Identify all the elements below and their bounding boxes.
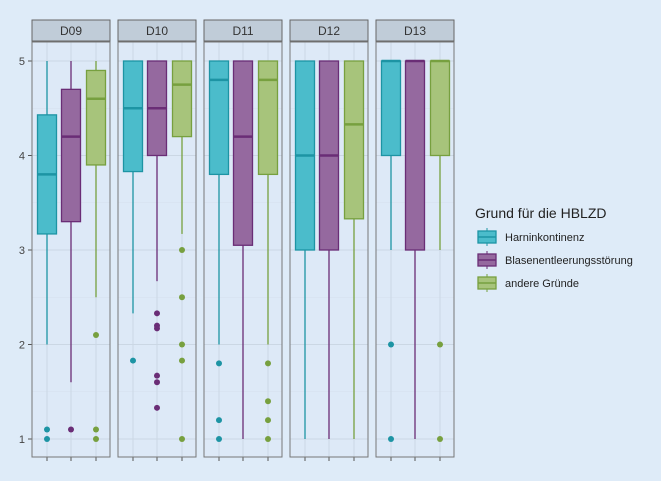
outlier-point — [437, 341, 443, 348]
facet-strip — [289, 19, 369, 42]
outlier-point — [154, 310, 160, 317]
box-0 — [294, 60, 316, 439]
y-tick-label: 4 — [19, 151, 25, 163]
box-1 — [232, 60, 254, 439]
outlier-point — [179, 357, 185, 364]
box — [429, 60, 451, 157]
box-0 — [122, 60, 144, 364]
facet-strip — [375, 19, 455, 42]
outlier-point — [44, 436, 50, 442]
box-1 — [318, 60, 340, 439]
outlier-point — [93, 436, 99, 442]
facet-strip — [31, 19, 111, 42]
legend: Grund für die HBLZD Harninkontinenz Blase… — [475, 205, 633, 292]
panel-border — [375, 41, 455, 458]
box-1 — [146, 60, 168, 411]
outlier-point — [265, 417, 271, 424]
facet-d12: D12 — [289, 19, 369, 461]
legend-label: Harninkontinenz — [505, 232, 585, 244]
panel-border — [203, 41, 283, 458]
box — [380, 60, 402, 157]
box-0 — [36, 61, 58, 442]
outlier-point — [154, 379, 160, 386]
box-0 — [380, 59, 402, 442]
outlier-point — [216, 417, 222, 424]
outlier-point — [44, 426, 50, 433]
outlier-point — [265, 360, 271, 367]
box — [85, 69, 107, 166]
legend-item: andere Gründe — [477, 274, 579, 292]
outlier-point — [216, 360, 222, 367]
panel-border — [289, 41, 369, 458]
box — [122, 60, 144, 173]
box-2 — [257, 60, 279, 442]
box-1 — [404, 59, 426, 439]
y-tick-label: 1 — [19, 434, 25, 446]
legend-label: Blasenentleerungsstörung — [505, 255, 633, 267]
facet-d11: D11 — [203, 19, 283, 461]
box — [343, 60, 365, 220]
box — [60, 88, 82, 223]
panel-border — [117, 41, 197, 458]
outlier-point — [265, 398, 271, 405]
outlier-point — [154, 372, 160, 379]
facet-label: D12 — [318, 24, 340, 38]
box — [404, 60, 426, 251]
box-2 — [343, 60, 365, 439]
box — [208, 60, 230, 176]
y-tick-label: 3 — [19, 245, 25, 257]
outlier-point — [179, 341, 185, 348]
box — [171, 60, 193, 138]
box-2 — [171, 60, 193, 442]
facet-d13: D13 — [375, 19, 455, 461]
y-tick-label: 5 — [19, 56, 25, 68]
outlier-point — [154, 325, 160, 332]
box — [232, 60, 254, 246]
facet-label: D10 — [146, 24, 168, 38]
outlier-point — [179, 294, 185, 301]
panel-border — [31, 41, 111, 458]
outlier-point — [388, 436, 394, 442]
outlier-point — [130, 357, 136, 364]
legend-label: andere Gründe — [505, 278, 579, 290]
facet-label: D09 — [60, 24, 82, 38]
facet-strip — [203, 19, 283, 42]
legend-item: Blasenentleerungsstörung — [477, 251, 633, 269]
box — [257, 60, 279, 176]
box-2 — [85, 61, 107, 442]
outlier-point — [388, 341, 394, 348]
outlier-point — [93, 426, 99, 433]
facet-strip — [117, 19, 197, 42]
legend-title: Grund für die HBLZD — [475, 205, 607, 221]
outlier-point — [179, 247, 185, 253]
box-2 — [429, 59, 451, 442]
outlier-point — [437, 436, 443, 442]
y-tick-label: 2 — [19, 340, 25, 352]
box-1 — [60, 61, 82, 433]
facet-label: D13 — [404, 24, 426, 38]
outlier-point — [154, 404, 160, 411]
facet-d09: D09 — [31, 19, 111, 461]
facet-label: D11 — [232, 24, 253, 38]
outlier-point — [216, 436, 222, 442]
outlier-point — [93, 332, 99, 339]
outlier-point — [68, 426, 74, 433]
outlier-point — [265, 436, 271, 442]
box-0 — [208, 60, 230, 442]
outlier-point — [179, 436, 185, 442]
legend-item: Harninkontinenz — [477, 228, 585, 246]
facet-d10: D10 — [117, 19, 197, 461]
